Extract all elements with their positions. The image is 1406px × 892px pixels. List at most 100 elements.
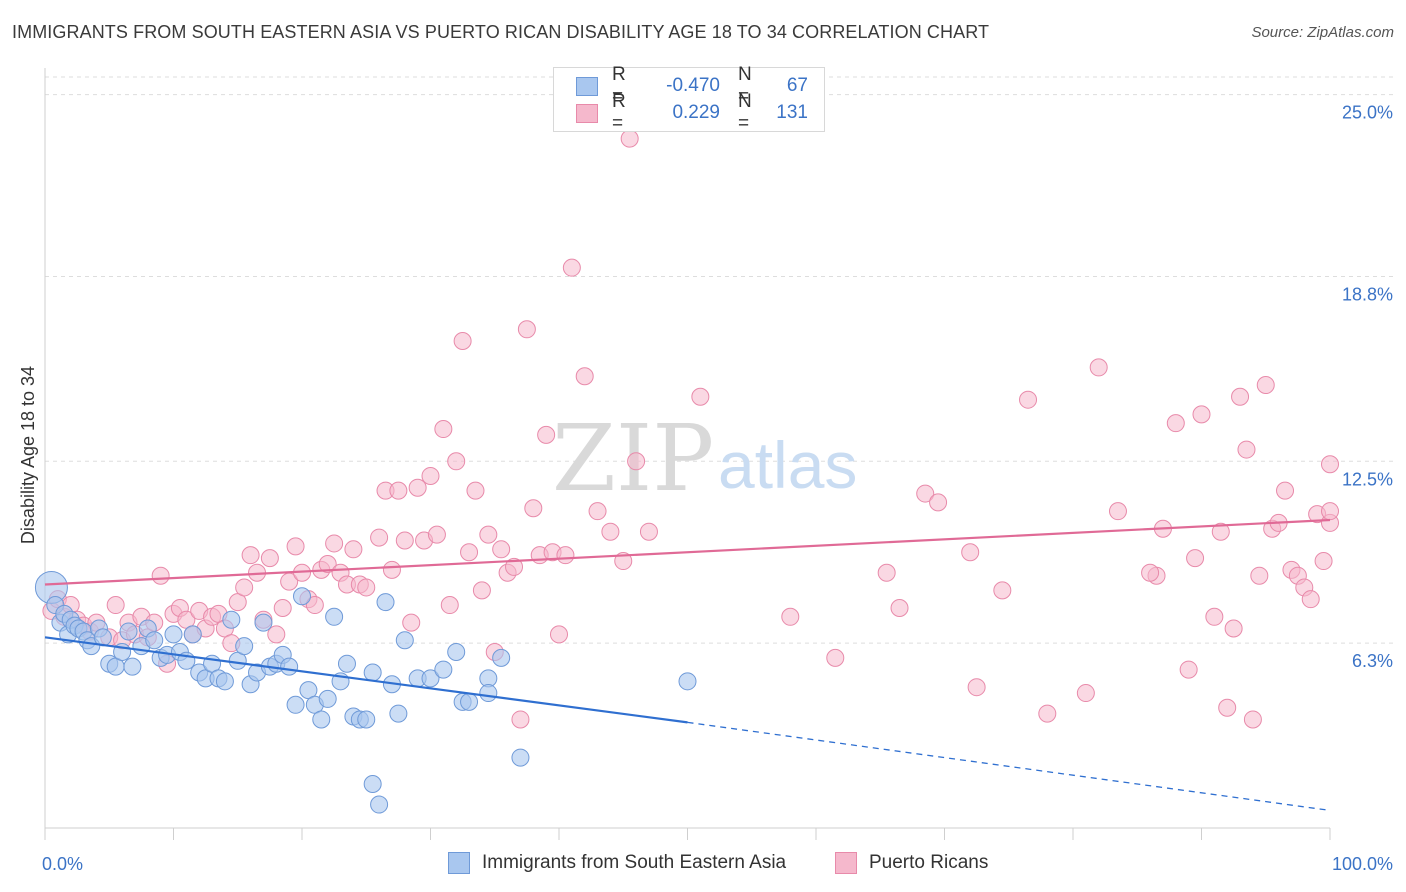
point-puerto-ricans (1141, 563, 1160, 582)
legend-r-value: -0.470 (666, 75, 720, 96)
y-tick-label: 25.0% (1342, 103, 1393, 123)
legend-item-puerto-ricans[interactable]: Puerto Ricans (835, 852, 988, 874)
legend-r-value: 0.229 (672, 102, 720, 123)
chart-title: IMMIGRANTS FROM SOUTH EASTERN ASIA VS PU… (12, 22, 990, 42)
legend-swatch-blue (576, 76, 598, 96)
point-puerto-ricans (1243, 710, 1262, 729)
point-puerto-ricans (460, 543, 479, 562)
point-puerto-ricans (916, 484, 935, 503)
point-puerto-ricans (505, 557, 524, 576)
point-immigrants-sea (363, 663, 382, 682)
point-puerto-ricans (575, 367, 594, 386)
point-puerto-ricans (511, 710, 530, 729)
watermark-atlas: atlas (718, 428, 857, 502)
point-immigrants-sea (337, 654, 356, 673)
point-puerto-ricans (1218, 698, 1237, 717)
point-immigrants-sea (479, 684, 498, 703)
point-puerto-ricans (1314, 552, 1333, 571)
y-axis-label: Disability Age 18 to 34 (18, 366, 38, 544)
point-puerto-ricans (1179, 660, 1198, 679)
y-tick-label: 12.5% (1342, 469, 1393, 489)
point-puerto-ricans (691, 387, 710, 406)
point-immigrants-sea (235, 637, 254, 656)
point-puerto-ricans (1237, 440, 1256, 459)
point-immigrants-sea (492, 648, 511, 667)
point-puerto-ricans (235, 578, 254, 597)
y-tick-label: 6.3% (1352, 651, 1393, 671)
axes: 6.3% 12.5% 18.8% 25.0% 0.0% 100.0% (42, 68, 1393, 874)
point-immigrants-sea (286, 695, 305, 714)
point-puerto-ricans (1256, 376, 1275, 395)
legend-swatch-pink (576, 103, 598, 123)
point-immigrants-sea (123, 657, 142, 676)
point-puerto-ricans (556, 546, 575, 565)
legend-row-blue: R = -0.470 N = 67 (576, 64, 808, 107)
legend-swatch-blue (448, 852, 470, 874)
point-immigrants-sea (460, 692, 479, 711)
point-puerto-ricans (1321, 455, 1339, 474)
point-puerto-ricans (826, 648, 845, 667)
point-puerto-ricans (781, 607, 800, 626)
correlation-legend: R = -0.470 N = 67 R = 0.229 N = 131 (553, 64, 825, 134)
point-puerto-ricans (421, 466, 440, 485)
point-immigrants-sea (215, 672, 234, 691)
point-immigrants-sea (145, 631, 164, 650)
point-puerto-ricans (382, 560, 401, 579)
point-immigrants-sea (293, 587, 311, 606)
point-puerto-ricans (1038, 704, 1057, 723)
point-puerto-ricans (1166, 414, 1185, 433)
point-immigrants-sea (318, 689, 337, 708)
point-puerto-ricans (601, 522, 620, 541)
point-puerto-ricans (427, 525, 446, 544)
point-puerto-ricans (562, 258, 581, 277)
point-puerto-ricans (453, 332, 472, 351)
point-immigrants-sea (447, 642, 466, 661)
legend-n-value: 67 (786, 75, 808, 96)
point-puerto-ricans (967, 678, 986, 697)
point-immigrants-sea (222, 610, 241, 629)
legend-item-immigrants[interactable]: Immigrants from South Eastern Asia (448, 852, 786, 874)
point-puerto-ricans (1205, 607, 1224, 626)
point-immigrants-sea (325, 607, 344, 626)
point-puerto-ricans (929, 493, 948, 512)
point-puerto-ricans (890, 598, 909, 617)
point-puerto-ricans (1321, 502, 1339, 521)
point-puerto-ricans (273, 598, 292, 617)
point-puerto-ricans (492, 540, 511, 559)
point-puerto-ricans (472, 581, 491, 600)
series-immigrants-sea (34, 570, 697, 814)
legend-label-puerto-ricans: Puerto Ricans (869, 852, 989, 873)
point-puerto-ricans (1076, 684, 1095, 703)
point-puerto-ricans (1108, 502, 1127, 521)
point-immigrants-sea (254, 613, 273, 632)
point-puerto-ricans (1192, 405, 1211, 424)
point-puerto-ricans (1186, 549, 1205, 568)
source-label: Source: ZipAtlas.com (1251, 24, 1394, 41)
point-puerto-ricans (524, 499, 543, 518)
point-puerto-ricans (517, 320, 536, 339)
point-immigrants-sea (363, 774, 382, 793)
point-immigrants-sea (395, 631, 414, 650)
trendline-puerto-ricans (44, 518, 1331, 586)
point-puerto-ricans (1276, 481, 1295, 500)
x-tick-label: 100.0% (1332, 854, 1393, 874)
trendlines (44, 518, 1331, 812)
point-puerto-ricans (370, 528, 389, 547)
point-puerto-ricans (1301, 590, 1320, 609)
point-immigrants-sea (678, 672, 697, 691)
point-immigrants-sea (280, 657, 299, 676)
legend-r-label: R = (612, 64, 626, 107)
point-puerto-ricans (877, 563, 896, 582)
point-puerto-ricans (389, 481, 408, 500)
point-puerto-ricans (550, 625, 568, 644)
point-puerto-ricans (440, 596, 459, 615)
y-tick-label: 18.8% (1342, 284, 1393, 304)
point-puerto-ricans (325, 534, 344, 553)
point-puerto-ricans (639, 522, 658, 541)
point-immigrants-sea (421, 669, 440, 688)
point-puerto-ricans (1224, 619, 1243, 638)
point-puerto-ricans (1089, 358, 1108, 377)
point-puerto-ricans (151, 566, 170, 585)
point-immigrants-sea (357, 710, 376, 729)
